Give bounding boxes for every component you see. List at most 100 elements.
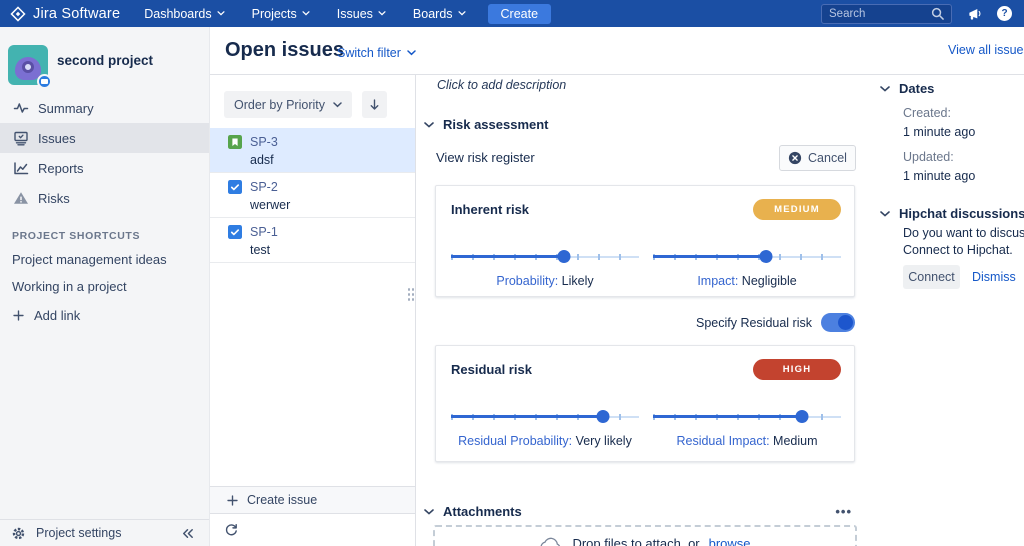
shortcut-link[interactable]: Project management ideas — [12, 252, 167, 267]
impact-slider[interactable] — [653, 250, 841, 263]
reports-icon — [13, 160, 29, 176]
chevron-down-icon — [407, 50, 416, 56]
task-type-icon — [228, 180, 242, 194]
megaphone-icon[interactable] — [967, 7, 982, 21]
view-all-issues-link[interactable]: View all issues a — [948, 43, 1024, 57]
slider-thumb[interactable] — [557, 250, 571, 263]
project-name: second project — [57, 53, 154, 68]
description-placeholder[interactable]: Click to add description — [437, 78, 567, 92]
gear-icon — [11, 526, 26, 541]
risk-assessment-section-header[interactable]: Risk assessment — [424, 117, 549, 132]
sidebar-item-label: Risks — [38, 190, 70, 206]
view-risk-register-link[interactable]: View risk register — [436, 150, 535, 165]
help-icon[interactable]: ? — [997, 6, 1012, 21]
shortcut-link[interactable]: Working in a project — [12, 279, 127, 294]
residual-risk-toggle[interactable] — [821, 313, 855, 332]
sidebar-item-issues[interactable]: Issues — [0, 123, 209, 153]
navbar-right: ? — [821, 3, 1012, 24]
slider-thumb[interactable] — [759, 250, 773, 263]
issue-list: SP-3 adsf SP-2 werwer — [210, 128, 415, 263]
page-header: Open issues Switch filter View all issue… — [210, 27, 1024, 74]
chevron-down-icon — [424, 121, 434, 128]
residual-probability-label: Residual Probability: Very likely — [458, 434, 632, 448]
project-avatar[interactable] — [8, 45, 52, 89]
issue-row-sp2[interactable]: SP-2 werwer — [210, 173, 415, 218]
dates-section-header[interactable]: Dates — [880, 81, 934, 96]
issue-detail-panel: Click to add description Risk assessment… — [416, 75, 1024, 546]
chevron-down-icon — [424, 508, 434, 515]
inherent-risk-title: Inherent risk — [451, 202, 530, 217]
attachment-dropzone[interactable]: Drop files to attach, or browse — [433, 525, 857, 546]
sidebar-item-label: Reports — [38, 160, 84, 176]
switch-filter-link[interactable]: Switch filter — [337, 46, 416, 60]
sort-direction-button[interactable] — [362, 91, 387, 118]
panel-resize-handle[interactable] — [407, 287, 415, 303]
created-label: Created: — [903, 106, 951, 120]
jira-logo[interactable]: Jira Software — [10, 6, 120, 22]
add-link-button[interactable]: Add link — [12, 308, 80, 323]
probability-slider[interactable] — [451, 250, 639, 263]
cloud-upload-icon — [539, 536, 563, 546]
create-button[interactable]: Create — [487, 3, 552, 24]
sidebar-menu: Summary Issues Reports Risks — [0, 93, 209, 213]
hipchat-section-header[interactable]: Hipchat discussions — [880, 206, 1024, 221]
columns: Order by Priority SP-3 adsf — [210, 74, 1024, 546]
hipchat-text-line1: Do you want to discuss this — [903, 226, 1024, 240]
chevron-down-icon — [217, 11, 225, 16]
task-type-icon — [228, 225, 242, 239]
order-by-dropdown[interactable]: Order by Priority — [224, 91, 352, 118]
nav-dashboards[interactable]: Dashboards — [144, 7, 225, 21]
slider-thumb[interactable] — [795, 410, 809, 423]
nav-menu: Dashboards Projects Issues Boards — [144, 7, 466, 21]
updated-label: Updated: — [903, 150, 954, 164]
project-settings-label[interactable]: Project settings — [36, 526, 122, 540]
chevron-down-icon — [457, 11, 466, 16]
probability-label: Probability: Likely — [496, 274, 594, 288]
plus-icon — [226, 494, 239, 507]
search-icon[interactable] — [931, 7, 944, 20]
inherent-risk-badge: MEDIUM — [753, 199, 841, 220]
page-title: Open issues — [225, 39, 344, 61]
top-navbar: Jira Software Dashboards Projects Issues… — [0, 0, 1024, 27]
nav-projects[interactable]: Projects — [252, 7, 310, 21]
inherent-risk-card: Inherent risk MEDIUM Probability: Likely — [435, 185, 855, 297]
nav-issues[interactable]: Issues — [337, 7, 386, 21]
connect-button[interactable]: Connect — [903, 265, 960, 289]
issue-summary: werwer — [250, 198, 291, 212]
app-body: second project Summary Issues Reports Ri… — [0, 27, 1024, 546]
residual-impact-slider[interactable] — [653, 410, 841, 423]
chevron-down-icon — [333, 101, 342, 108]
refresh-icon[interactable] — [224, 523, 239, 538]
create-issue-button[interactable]: Create issue — [210, 486, 415, 514]
specify-residual-row: Specify Residual risk — [435, 313, 855, 332]
nav-boards[interactable]: Boards — [413, 7, 466, 21]
dismiss-link[interactable]: Dismiss — [972, 270, 1016, 284]
residual-probability-slider[interactable] — [451, 410, 639, 423]
sidebar-footer: Project settings — [0, 519, 209, 546]
chevron-down-icon — [302, 11, 310, 16]
chevron-down-icon — [880, 85, 890, 92]
search-box[interactable] — [821, 3, 952, 24]
issue-row-sp3[interactable]: SP-3 adsf — [210, 128, 415, 173]
sidebar-item-risks[interactable]: Risks — [0, 183, 209, 213]
logo-text: Jira Software — [33, 5, 121, 22]
sidebar-item-summary[interactable]: Summary — [0, 93, 209, 123]
browse-link[interactable]: browse — [708, 536, 751, 546]
project-type-badge-icon — [37, 74, 52, 89]
updated-value: 1 minute ago — [903, 169, 976, 183]
chevron-down-icon — [378, 11, 386, 16]
sidebar-item-reports[interactable]: Reports — [0, 153, 209, 183]
arrow-down-icon — [368, 98, 381, 111]
more-icon[interactable]: ••• — [835, 504, 852, 519]
search-input[interactable] — [829, 7, 931, 20]
cancel-button[interactable]: Cancel — [779, 145, 856, 171]
toggle-label: Specify Residual risk — [695, 315, 812, 330]
hipchat-text-line2: Connect to Hipchat. — [903, 243, 1013, 257]
issue-key: SP-1 — [250, 225, 278, 239]
collapse-sidebar-icon[interactable] — [180, 526, 195, 541]
slider-thumb[interactable] — [596, 410, 610, 423]
residual-impact-label: Residual Impact: Medium — [676, 434, 818, 448]
plus-icon — [12, 309, 25, 322]
issue-row-sp1[interactable]: SP-1 test — [210, 218, 415, 263]
attachments-section-header[interactable]: Attachments ••• — [424, 504, 852, 519]
